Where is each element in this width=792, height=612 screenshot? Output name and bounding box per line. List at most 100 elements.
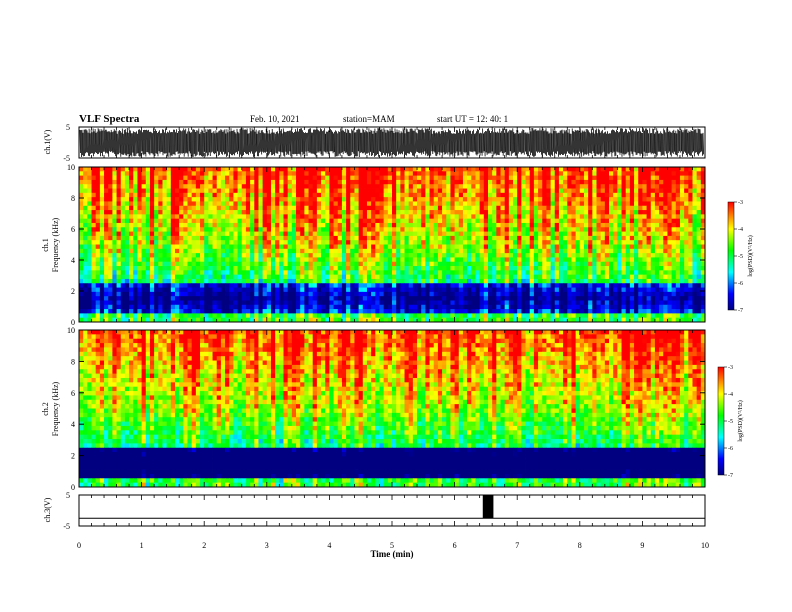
spectrogram-cell [300, 261, 305, 267]
spectrogram-cell [479, 175, 485, 181]
spectrogram-cell [634, 296, 639, 301]
spectrogram-cell [133, 231, 138, 237]
spectrogram-cell [604, 231, 610, 237]
spectrogram-cell [417, 291, 422, 297]
spectrogram-cell [663, 274, 668, 280]
spectrogram-cell [287, 296, 293, 301]
spectrogram-cell [442, 188, 447, 194]
spectrogram-cell [513, 296, 518, 301]
spectrogram-cell [358, 201, 364, 207]
spectrogram-cell [600, 278, 606, 284]
spectrogram-cell [325, 270, 330, 276]
spectrogram-cell [254, 270, 259, 276]
spectrogram-cell [283, 197, 289, 202]
spectrogram-cell [437, 214, 443, 220]
spectrogram-cell [270, 205, 276, 211]
spectrogram-cell [508, 261, 514, 267]
spectrogram-cell [604, 179, 610, 185]
spectrogram-cell [513, 266, 518, 271]
spectrogram-cell [575, 227, 581, 232]
spectrogram-cell [663, 304, 668, 310]
spectrogram-cell [120, 171, 126, 177]
spectrogram-cell [442, 253, 447, 258]
spectrogram-cell [671, 210, 677, 215]
spectrogram-cell [583, 278, 589, 284]
spectrogram-cell [475, 274, 481, 280]
spectrogram-cell [437, 197, 443, 202]
spectrogram-cell [275, 304, 280, 310]
spectrogram-cell [688, 227, 693, 232]
spectrogram-cell [600, 235, 606, 241]
spectrogram-cell [450, 248, 455, 254]
spectrogram-cell [654, 222, 660, 228]
spectrogram-cell [650, 214, 656, 220]
spectrogram-cell [149, 291, 155, 297]
spectrogram-cell [158, 210, 163, 215]
spectrogram-cell [642, 218, 647, 224]
spectrogram-cell [375, 214, 380, 220]
spectrogram-cell [538, 192, 543, 198]
spectrogram-cell [450, 287, 455, 293]
spectrogram-cell [487, 300, 493, 306]
spectrogram-cell [254, 304, 259, 310]
spectrogram-cell [296, 304, 301, 310]
spectrogram-cell [162, 167, 168, 172]
spectrogram-cell [671, 214, 677, 220]
spectrogram-cell [204, 218, 209, 224]
spectrogram-cell [654, 231, 660, 237]
spectrogram-cell [454, 240, 460, 245]
spectrogram-cell [237, 261, 243, 267]
spectrogram-cell [400, 278, 405, 284]
spectrogram-cell [166, 197, 172, 202]
spectrogram-cell [525, 214, 531, 220]
spectrogram-cell [120, 274, 126, 280]
spectrogram-cell [688, 248, 693, 254]
spectrogram-cell [571, 296, 577, 301]
spectrogram-cell [604, 278, 610, 284]
spectrogram-cell [392, 231, 397, 237]
spectrogram-cell [195, 253, 201, 258]
spectrogram-cell [220, 197, 226, 202]
spectrogram-cell [592, 231, 597, 237]
spectrogram-cell [220, 274, 226, 280]
spectrogram-cell [467, 278, 472, 284]
spectrogram-cell [233, 192, 238, 198]
spectrogram-cell [692, 278, 698, 284]
spectrogram-cell [308, 227, 314, 232]
spectrogram-cell [417, 248, 422, 254]
spectrogram-cell [387, 253, 393, 258]
spectrogram-cell [237, 201, 243, 207]
spectrogram-cell [366, 278, 372, 284]
spectrogram-cell [467, 296, 472, 301]
spectrogram-cell [583, 257, 589, 263]
spectrogram-cell [154, 210, 159, 215]
spectrogram-cell [99, 222, 105, 228]
spectrogram-cell [500, 192, 506, 198]
spectrogram-cell [350, 210, 355, 215]
spectrogram-cell [479, 197, 485, 202]
spectrogram-cell [675, 184, 681, 189]
spectrogram-cell [604, 175, 610, 181]
spectrogram-cell [337, 201, 343, 207]
spectrogram-cell [325, 278, 330, 284]
spectrogram-cell [79, 175, 84, 181]
spectrogram-cell [158, 235, 163, 241]
spectrogram-cell [145, 218, 151, 224]
spectrogram-cell [104, 218, 109, 224]
spectrogram-cell [95, 253, 101, 258]
spectrogram-cell [417, 300, 422, 306]
spectrogram-cell [362, 283, 368, 288]
spectrogram-cell [450, 278, 455, 284]
spectrogram-cell [613, 287, 618, 293]
spectrogram-cell [162, 283, 168, 288]
spectrogram-cell [575, 300, 581, 306]
spectrogram-cell [291, 270, 297, 276]
spectrogram-cell [300, 214, 305, 220]
spectrogram-cell [700, 240, 706, 245]
spectrogram-cell [442, 300, 447, 306]
spectrogram-cell [233, 222, 238, 228]
spectrogram-cell [108, 296, 113, 301]
spectrogram-cell [504, 261, 510, 267]
spectrogram-cell [659, 201, 664, 207]
spectrogram-cell [337, 222, 343, 228]
